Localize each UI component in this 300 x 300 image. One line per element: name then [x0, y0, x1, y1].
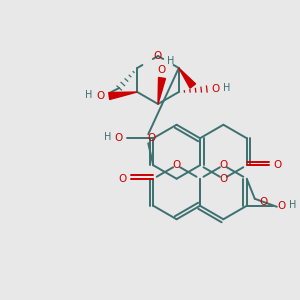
- Text: H: H: [289, 200, 296, 210]
- Text: O: O: [172, 160, 181, 170]
- Text: O: O: [219, 174, 227, 184]
- Text: O: O: [154, 51, 162, 61]
- Text: O: O: [96, 91, 104, 101]
- Polygon shape: [179, 68, 196, 88]
- Text: O: O: [274, 160, 282, 170]
- Text: O: O: [118, 174, 126, 184]
- Text: O: O: [219, 160, 227, 170]
- Text: O: O: [114, 133, 122, 143]
- Polygon shape: [109, 92, 137, 100]
- Text: O: O: [147, 133, 155, 143]
- Text: H: H: [85, 90, 92, 100]
- Text: O: O: [212, 84, 220, 94]
- Polygon shape: [158, 77, 166, 104]
- Text: H: H: [104, 132, 111, 142]
- Text: O: O: [260, 197, 268, 207]
- Text: O: O: [158, 65, 166, 75]
- Text: H: H: [167, 56, 175, 66]
- Text: O: O: [278, 201, 286, 211]
- Text: H: H: [223, 83, 230, 93]
